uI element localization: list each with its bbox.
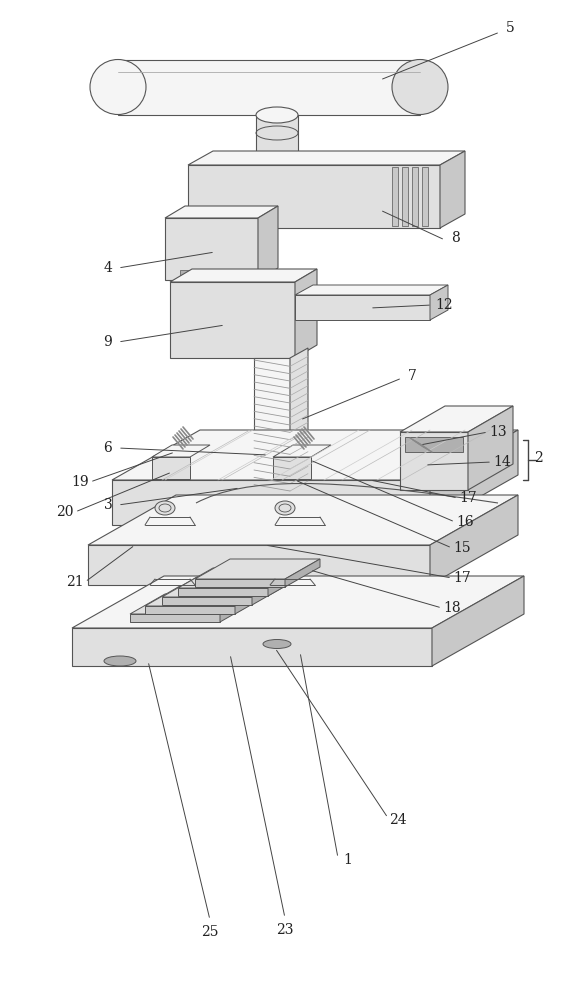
Polygon shape bbox=[145, 586, 270, 606]
Polygon shape bbox=[162, 597, 252, 605]
Polygon shape bbox=[295, 285, 448, 295]
Polygon shape bbox=[145, 606, 235, 614]
Polygon shape bbox=[405, 437, 463, 452]
Polygon shape bbox=[422, 167, 428, 226]
Polygon shape bbox=[220, 594, 255, 622]
Polygon shape bbox=[432, 576, 524, 666]
Text: 20: 20 bbox=[56, 505, 74, 519]
Polygon shape bbox=[178, 568, 303, 588]
Polygon shape bbox=[88, 495, 518, 545]
Text: 19: 19 bbox=[71, 475, 89, 489]
Polygon shape bbox=[256, 115, 298, 168]
Ellipse shape bbox=[155, 501, 175, 515]
Polygon shape bbox=[152, 457, 190, 479]
Text: 14: 14 bbox=[493, 455, 511, 469]
Polygon shape bbox=[170, 282, 295, 358]
Polygon shape bbox=[430, 285, 448, 320]
Polygon shape bbox=[254, 358, 290, 490]
Polygon shape bbox=[165, 206, 278, 218]
Polygon shape bbox=[285, 559, 320, 587]
Polygon shape bbox=[400, 432, 468, 490]
Text: 12: 12 bbox=[435, 298, 453, 312]
Polygon shape bbox=[273, 445, 331, 457]
Polygon shape bbox=[268, 568, 303, 596]
Polygon shape bbox=[258, 206, 278, 280]
Polygon shape bbox=[188, 151, 465, 165]
Text: 7: 7 bbox=[407, 369, 417, 383]
Polygon shape bbox=[162, 577, 287, 597]
Polygon shape bbox=[178, 588, 268, 596]
Text: 5: 5 bbox=[505, 21, 514, 35]
Text: 24: 24 bbox=[389, 813, 407, 827]
Polygon shape bbox=[468, 406, 513, 490]
Polygon shape bbox=[400, 406, 513, 432]
Text: 18: 18 bbox=[443, 601, 461, 615]
Text: 17: 17 bbox=[459, 491, 477, 505]
Ellipse shape bbox=[263, 640, 291, 648]
Polygon shape bbox=[430, 495, 518, 585]
Text: 9: 9 bbox=[104, 335, 113, 349]
Polygon shape bbox=[180, 270, 200, 280]
Text: 16: 16 bbox=[456, 515, 474, 529]
Polygon shape bbox=[290, 348, 308, 490]
Ellipse shape bbox=[275, 501, 295, 515]
Text: 8: 8 bbox=[451, 231, 459, 245]
Text: 2: 2 bbox=[534, 451, 542, 465]
Polygon shape bbox=[252, 577, 287, 605]
Polygon shape bbox=[72, 628, 432, 666]
Polygon shape bbox=[130, 594, 255, 614]
Text: 1: 1 bbox=[343, 853, 353, 867]
Polygon shape bbox=[170, 269, 317, 282]
Polygon shape bbox=[273, 457, 311, 479]
Polygon shape bbox=[112, 430, 518, 480]
Text: 25: 25 bbox=[201, 925, 219, 939]
Polygon shape bbox=[195, 579, 285, 587]
Polygon shape bbox=[112, 480, 430, 525]
Text: 23: 23 bbox=[276, 923, 294, 937]
Polygon shape bbox=[165, 218, 258, 280]
Text: 3: 3 bbox=[104, 498, 113, 512]
Polygon shape bbox=[402, 167, 408, 226]
Polygon shape bbox=[440, 151, 465, 228]
Text: 15: 15 bbox=[453, 541, 471, 555]
Ellipse shape bbox=[90, 60, 146, 114]
Polygon shape bbox=[392, 167, 398, 226]
Text: 17: 17 bbox=[453, 571, 471, 585]
Text: 4: 4 bbox=[103, 261, 113, 275]
Polygon shape bbox=[152, 445, 210, 457]
Ellipse shape bbox=[256, 107, 298, 123]
Polygon shape bbox=[195, 559, 320, 579]
Polygon shape bbox=[130, 614, 220, 622]
Polygon shape bbox=[295, 295, 430, 320]
Polygon shape bbox=[430, 430, 518, 525]
Polygon shape bbox=[295, 269, 317, 358]
Polygon shape bbox=[188, 165, 440, 228]
Ellipse shape bbox=[104, 656, 136, 666]
Text: 13: 13 bbox=[489, 425, 507, 439]
Polygon shape bbox=[118, 60, 420, 115]
Text: 21: 21 bbox=[66, 575, 84, 589]
Polygon shape bbox=[88, 545, 430, 585]
Ellipse shape bbox=[392, 60, 448, 114]
Polygon shape bbox=[72, 576, 524, 628]
Text: 6: 6 bbox=[104, 441, 113, 455]
Polygon shape bbox=[235, 586, 270, 614]
Polygon shape bbox=[412, 167, 418, 226]
